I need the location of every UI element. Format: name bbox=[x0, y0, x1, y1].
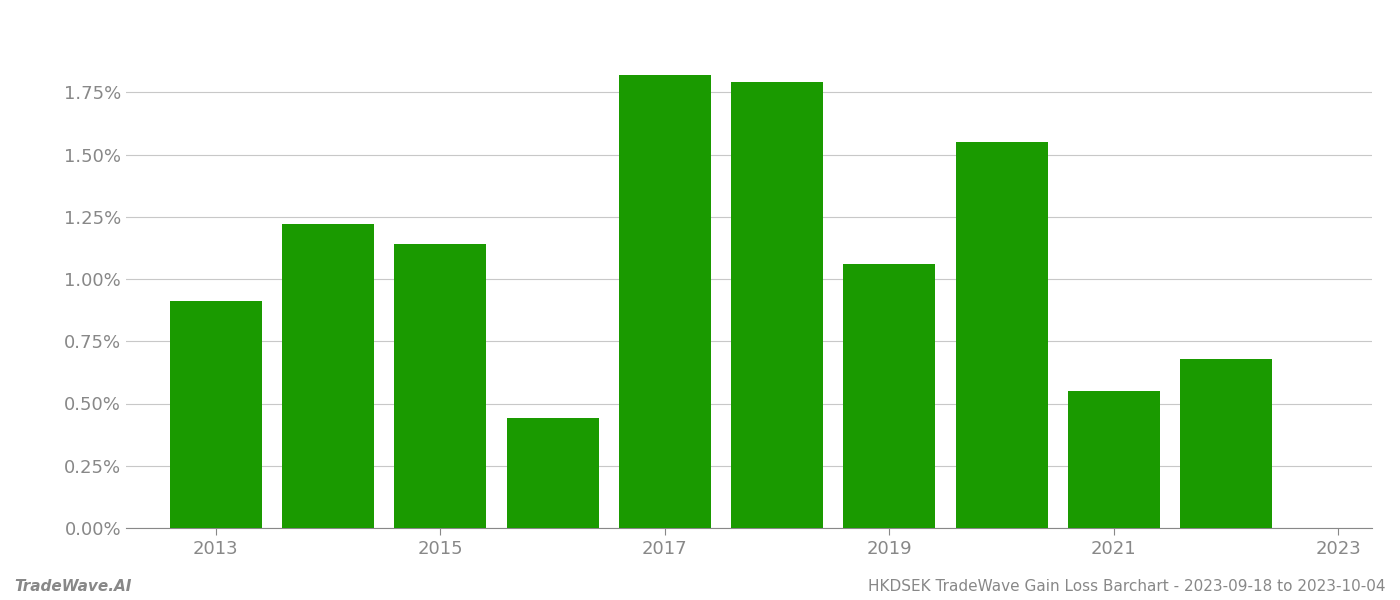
Bar bbox=[507, 418, 599, 528]
Bar bbox=[169, 301, 262, 528]
Text: HKDSEK TradeWave Gain Loss Barchart - 2023-09-18 to 2023-10-04: HKDSEK TradeWave Gain Loss Barchart - 20… bbox=[868, 579, 1386, 594]
Text: TradeWave.AI: TradeWave.AI bbox=[14, 579, 132, 594]
Bar bbox=[956, 142, 1047, 528]
Bar bbox=[281, 224, 374, 528]
Bar bbox=[731, 82, 823, 528]
Bar bbox=[1068, 391, 1159, 528]
Bar bbox=[843, 264, 935, 528]
Bar bbox=[619, 75, 711, 528]
Bar bbox=[1180, 359, 1273, 528]
Bar bbox=[395, 244, 486, 528]
